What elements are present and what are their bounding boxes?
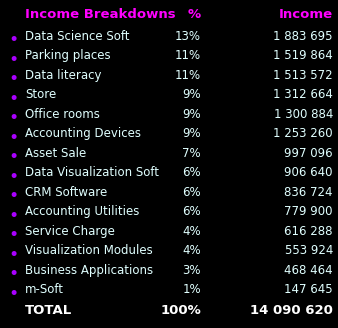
Text: •: • <box>8 226 19 244</box>
Text: •: • <box>8 246 19 264</box>
Text: •: • <box>8 187 19 205</box>
Text: 997 096: 997 096 <box>284 147 333 160</box>
Text: Service Charge: Service Charge <box>25 225 115 238</box>
Text: m-Soft: m-Soft <box>25 283 64 296</box>
Text: •: • <box>8 51 19 69</box>
Text: 1 519 864: 1 519 864 <box>273 49 333 62</box>
Text: 100%: 100% <box>160 304 201 318</box>
Text: •: • <box>8 207 19 225</box>
Text: 906 640: 906 640 <box>285 166 333 179</box>
Text: •: • <box>8 31 19 49</box>
Text: Business Applications: Business Applications <box>25 264 153 277</box>
Text: 1%: 1% <box>183 283 201 296</box>
Text: Visualization Modules: Visualization Modules <box>25 244 153 257</box>
Text: •: • <box>8 109 19 127</box>
Text: 11%: 11% <box>175 69 201 82</box>
Text: Asset Sale: Asset Sale <box>25 147 87 160</box>
Text: •: • <box>8 70 19 88</box>
Text: TOTAL: TOTAL <box>25 304 73 318</box>
Text: Income: Income <box>279 8 333 21</box>
Text: 468 464: 468 464 <box>284 264 333 277</box>
Text: 9%: 9% <box>183 88 201 101</box>
Text: •: • <box>8 148 19 166</box>
Text: 7%: 7% <box>183 147 201 160</box>
Text: Data Visualization Soft: Data Visualization Soft <box>25 166 159 179</box>
Text: 6%: 6% <box>183 205 201 218</box>
Text: •: • <box>8 129 19 147</box>
Text: 9%: 9% <box>183 127 201 140</box>
Text: %: % <box>188 8 201 21</box>
Text: •: • <box>8 265 19 283</box>
Text: Store: Store <box>25 88 56 101</box>
Text: Data Science Soft: Data Science Soft <box>25 30 130 43</box>
Text: Data literacy: Data literacy <box>25 69 102 82</box>
Text: 6%: 6% <box>183 166 201 179</box>
Text: 9%: 9% <box>183 108 201 121</box>
Text: 147 645: 147 645 <box>284 283 333 296</box>
Text: CRM Software: CRM Software <box>25 186 107 199</box>
Text: 3%: 3% <box>183 264 201 277</box>
Text: 1 883 695: 1 883 695 <box>273 30 333 43</box>
Text: Accounting Utilities: Accounting Utilities <box>25 205 140 218</box>
Text: 553 924: 553 924 <box>285 244 333 257</box>
Text: 6%: 6% <box>183 186 201 199</box>
Text: 4%: 4% <box>183 225 201 238</box>
Text: Parking places: Parking places <box>25 49 111 62</box>
Text: •: • <box>8 285 19 303</box>
Text: •: • <box>8 168 19 186</box>
Text: Accounting Devices: Accounting Devices <box>25 127 141 140</box>
Text: 616 288: 616 288 <box>285 225 333 238</box>
Text: Office rooms: Office rooms <box>25 108 100 121</box>
Text: •: • <box>8 90 19 108</box>
Text: 779 900: 779 900 <box>285 205 333 218</box>
Text: 13%: 13% <box>175 30 201 43</box>
Text: 14 090 620: 14 090 620 <box>250 304 333 318</box>
Text: 4%: 4% <box>183 244 201 257</box>
Text: 1 513 572: 1 513 572 <box>273 69 333 82</box>
Text: 1 300 884: 1 300 884 <box>273 108 333 121</box>
Text: Income Breakdowns: Income Breakdowns <box>25 8 176 21</box>
Text: 11%: 11% <box>175 49 201 62</box>
Text: 1 312 664: 1 312 664 <box>273 88 333 101</box>
Text: 1 253 260: 1 253 260 <box>273 127 333 140</box>
Text: 836 724: 836 724 <box>285 186 333 199</box>
